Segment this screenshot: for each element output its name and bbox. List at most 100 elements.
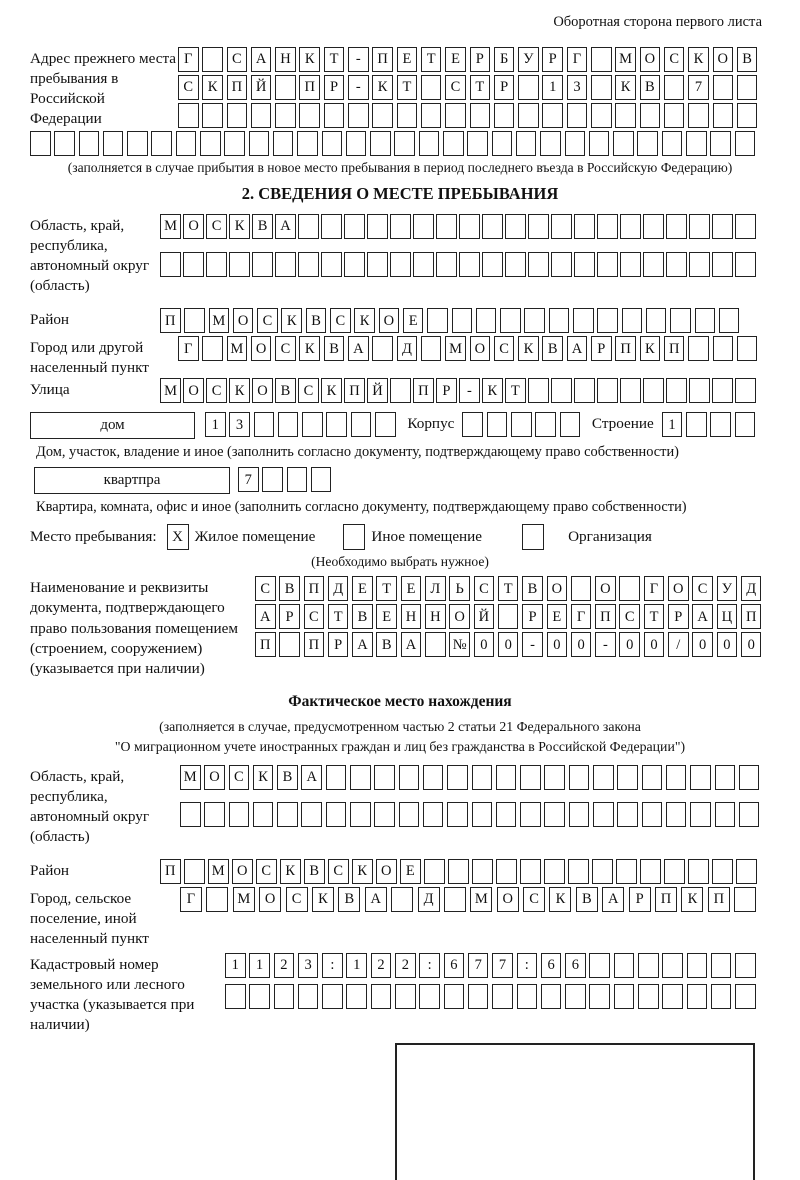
char-cell[interactable]: Н [400, 604, 422, 630]
char-cell[interactable] [206, 886, 229, 912]
char-cell[interactable] [613, 131, 634, 156]
char-cell[interactable]: К [615, 75, 636, 100]
char-cell[interactable] [596, 214, 618, 239]
char-cell[interactable]: С [619, 604, 640, 630]
char-cell[interactable] [204, 801, 225, 827]
char-cell[interactable]: 0 [570, 632, 592, 658]
char-cell[interactable]: С [256, 858, 277, 884]
char-cell[interactable] [184, 308, 205, 334]
char-cell[interactable] [688, 103, 709, 128]
char-cell[interactable] [688, 858, 709, 884]
char-cell[interactable] [486, 412, 508, 438]
char-cell[interactable] [588, 131, 610, 156]
char-cell[interactable]: О [639, 47, 661, 72]
char-cell[interactable] [102, 131, 124, 156]
char-cell[interactable]: О [376, 858, 397, 884]
char-cell[interactable]: Г [643, 576, 665, 602]
char-cell[interactable]: В [542, 336, 563, 362]
char-cell[interactable] [412, 214, 435, 239]
char-cell[interactable]: М [208, 858, 229, 884]
char-cell[interactable] [225, 984, 246, 1010]
char-cell[interactable] [559, 412, 581, 438]
char-cell[interactable] [711, 214, 733, 239]
char-cell[interactable] [619, 252, 641, 277]
char-cell[interactable]: А [255, 604, 276, 630]
char-cell[interactable]: С [285, 886, 308, 912]
char-cell[interactable]: К [228, 378, 251, 404]
char-cell[interactable] [30, 131, 51, 156]
char-cell[interactable]: К [299, 47, 320, 72]
char-cell[interactable]: 1 [249, 953, 270, 979]
char-cell[interactable]: С [205, 214, 228, 239]
char-cell[interactable] [372, 336, 393, 362]
char-cell[interactable]: В [338, 886, 361, 912]
char-cell[interactable] [734, 412, 756, 438]
char-cell[interactable] [592, 858, 613, 884]
char-cell[interactable]: Р [327, 632, 349, 658]
char-cell[interactable] [447, 764, 468, 790]
char-cell[interactable] [515, 131, 537, 156]
char-cell[interactable]: К [280, 858, 301, 884]
char-cell[interactable]: - [458, 378, 480, 404]
char-cell[interactable]: В [736, 47, 758, 72]
char-cell[interactable] [343, 252, 366, 277]
char-cell[interactable]: 1 [346, 953, 367, 979]
char-cell[interactable]: Д [327, 576, 349, 602]
char-cell[interactable] [516, 984, 538, 1010]
char-cell[interactable]: О [251, 378, 274, 404]
char-cell[interactable]: К [354, 308, 375, 334]
char-cell[interactable] [205, 252, 228, 277]
char-cell[interactable] [372, 103, 393, 128]
char-cell[interactable]: Г [180, 886, 202, 912]
char-cell[interactable]: Е [352, 576, 373, 602]
char-cell[interactable] [320, 214, 343, 239]
char-cell[interactable] [497, 604, 519, 630]
char-cell[interactable] [374, 764, 395, 790]
char-cell[interactable]: Р [493, 75, 515, 100]
char-cell[interactable] [736, 75, 758, 100]
char-cell[interactable]: 2 [395, 953, 416, 979]
char-cell[interactable]: М [615, 47, 636, 72]
char-cell[interactable] [419, 984, 440, 1010]
char-cell[interactable] [299, 103, 320, 128]
char-cell[interactable] [711, 252, 733, 277]
char-cell[interactable]: Ц [716, 604, 738, 630]
char-cell[interactable] [593, 764, 614, 790]
char-cell[interactable] [228, 252, 251, 277]
char-cell[interactable] [597, 308, 618, 334]
char-cell[interactable] [735, 984, 756, 1010]
char-cell[interactable] [443, 984, 465, 1010]
char-cell[interactable] [493, 103, 515, 128]
char-cell[interactable] [370, 131, 391, 156]
char-cell[interactable] [573, 308, 594, 334]
char-cell[interactable]: : [516, 953, 538, 979]
char-cell[interactable]: 6 [565, 953, 586, 979]
char-cell[interactable]: О [259, 886, 282, 912]
char-cell[interactable]: Й [473, 604, 495, 630]
char-cell[interactable] [738, 764, 760, 790]
residence-checkbox-other[interactable] [343, 524, 366, 551]
char-cell[interactable] [250, 103, 272, 128]
char-cell[interactable] [458, 252, 480, 277]
char-cell[interactable] [394, 131, 415, 156]
char-cell[interactable]: В [251, 214, 274, 239]
char-cell[interactable] [248, 131, 270, 156]
char-cell[interactable] [320, 252, 343, 277]
char-cell[interactable] [435, 214, 457, 239]
char-cell[interactable] [475, 308, 497, 334]
char-cell[interactable] [564, 131, 586, 156]
char-cell[interactable] [544, 764, 565, 790]
char-cell[interactable] [619, 576, 640, 602]
char-cell[interactable]: А [274, 214, 297, 239]
char-cell[interactable] [524, 308, 545, 334]
char-cell[interactable] [202, 47, 223, 72]
char-cell[interactable]: П [160, 858, 181, 884]
house-type-box[interactable]: дом [30, 412, 195, 440]
char-cell[interactable]: П [615, 336, 636, 362]
char-cell[interactable] [520, 801, 541, 827]
char-cell[interactable] [445, 103, 466, 128]
char-cell[interactable] [591, 75, 612, 100]
char-cell[interactable]: 7 [238, 467, 259, 493]
char-cell[interactable]: К [639, 336, 661, 362]
char-cell[interactable] [518, 103, 539, 128]
